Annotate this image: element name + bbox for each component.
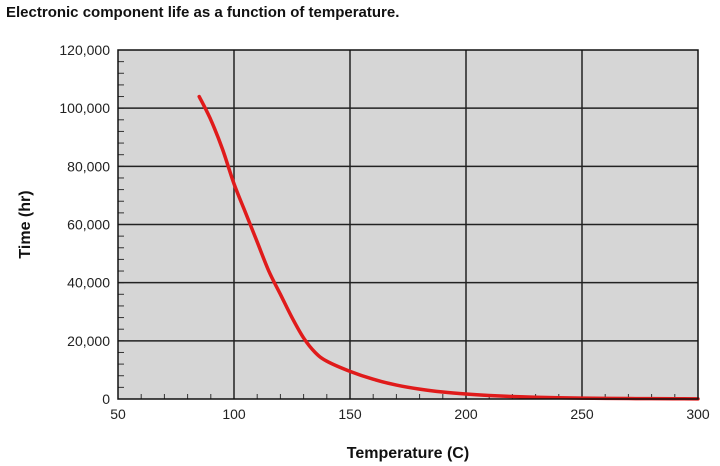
y-tick-label: 20,000: [67, 333, 110, 349]
y-tick-label: 100,000: [59, 100, 110, 116]
x-tick-label: 50: [110, 406, 126, 422]
y-tick-labels: 0 20,000 40,000 60,000 80,000 100,000 120,000: [59, 42, 110, 407]
x-axis-label: Temperature (C): [347, 445, 469, 462]
y-tick-label: 0: [102, 391, 110, 407]
chart-title: Electronic component life as a function …: [6, 4, 400, 21]
y-tick-label: 60,000: [67, 217, 110, 233]
x-tick-label: 250: [570, 406, 594, 422]
x-tick-label: 100: [222, 406, 246, 422]
gridlines: [118, 50, 698, 399]
x-tick-label: 150: [338, 406, 362, 422]
y-tick-label: 120,000: [59, 42, 110, 58]
x-tick-labels: 50 100 150 200 250 300: [110, 406, 710, 422]
x-tick-label: 300: [686, 406, 710, 422]
x-tick-label: 200: [454, 406, 478, 422]
y-tick-label: 40,000: [67, 275, 110, 291]
y-axis-label: Time (hr): [17, 190, 34, 258]
y-tick-label: 80,000: [67, 158, 110, 174]
plot-frame: [117, 49, 699, 400]
